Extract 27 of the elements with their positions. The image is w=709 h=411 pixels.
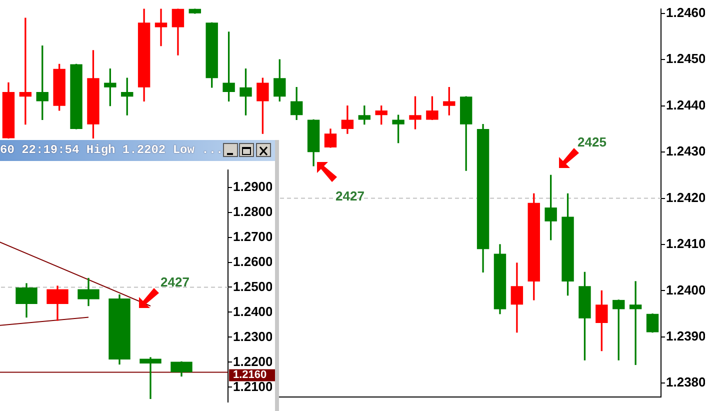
candlestick (629, 281, 642, 365)
chart-title: 60 22:19:54 High 1.2202 Low ... (0, 143, 224, 157)
annotation: 2427 (336, 188, 364, 204)
y-tick-label: 1.2300 (233, 328, 273, 344)
y-tick-label: 1.2400 (233, 304, 273, 319)
y-tick-label: 1.2200 (233, 354, 273, 369)
y-tick-label: 1.2440 (666, 97, 706, 112)
y-tick-label: 1.2380 (666, 374, 706, 390)
annotation: 2425 (578, 134, 606, 150)
y-tick-label: 1.2800 (233, 204, 273, 219)
y-tick-label: 1.2400 (666, 282, 706, 298)
y-tick-label: 1.2700 (233, 228, 273, 244)
candlestick (140, 357, 162, 400)
y-tick-label: 1.2450 (666, 51, 706, 66)
y-tick-label: 1.2900 (233, 178, 273, 194)
y-tick-label: 1.2460 (666, 5, 706, 20)
y-tick-label: 1.2420 (666, 190, 706, 205)
y-tick-label: 1.2390 (666, 328, 706, 344)
y-tick-label: 1.2100 (233, 378, 273, 394)
annotation: 2427 (160, 274, 190, 290)
ref-line-label: 1.2160 (233, 369, 267, 382)
y-tick-label: 1.2430 (666, 144, 706, 159)
y-tick-label: 1.2600 (233, 254, 273, 269)
y-tick-label: 1.2410 (666, 236, 706, 252)
candlestick (154, 8, 168, 46)
candlestick (19, 18, 32, 125)
y-tick-label: 1.2500 (233, 278, 273, 294)
